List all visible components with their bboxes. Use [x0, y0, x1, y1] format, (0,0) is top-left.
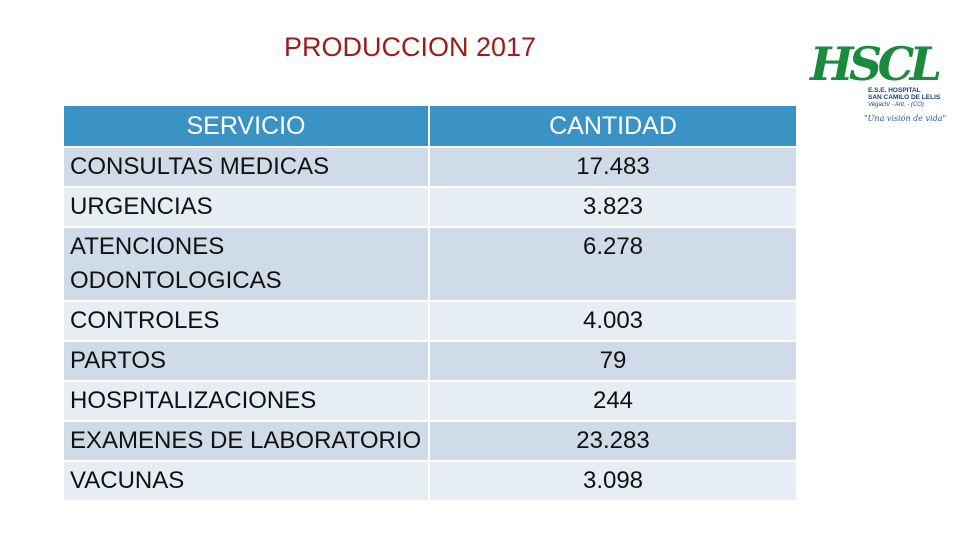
logo-mark: HSCL — [808, 37, 942, 91]
cell-cantidad: 6.278 — [429, 226, 796, 301]
cell-servicio: CONTROLES — [64, 300, 430, 341]
table-row: CONSULTAS MEDICAS 17.483 — [64, 146, 796, 187]
logo-line2: SAN CAMILO DE LELIS — [868, 94, 941, 101]
cell-cantidad: 79 — [429, 340, 796, 381]
table-row: VACUNAS 3.098 — [64, 460, 796, 500]
table-row: PARTOS 79 — [64, 340, 796, 381]
cell-servicio: VACUNAS — [64, 460, 430, 500]
table-row: URGENCIAS 3.823 — [64, 186, 796, 227]
cell-servicio: HOSPITALIZACIONES — [64, 380, 430, 421]
production-table: SERVICIO CANTIDAD CONSULTAS MEDICAS 17.4… — [64, 106, 796, 500]
header-servicio: SERVICIO — [64, 106, 430, 147]
logo-line3: Vegachí - Ant. - (CO) — [868, 102, 924, 108]
cell-cantidad: 4.003 — [429, 300, 796, 341]
page-title: PRODUCCION 2017 — [284, 32, 537, 62]
cell-cantidad: 23.283 — [429, 420, 796, 461]
cell-cantidad: 17.483 — [429, 146, 796, 187]
table-row: CONTROLES 4.003 — [64, 300, 796, 341]
cell-cantidad: 3.823 — [429, 186, 796, 227]
cell-servicio: EXAMENES DE LABORATORIO — [64, 420, 430, 461]
table-row: ATENCIONES ODONTOLOGICAS 6.278 — [64, 226, 796, 301]
logo-slogan: "Una visión de vida" — [864, 114, 946, 123]
cell-servicio: URGENCIAS — [64, 186, 430, 227]
cell-servicio: ATENCIONES ODONTOLOGICAS — [64, 226, 430, 301]
table-row: HOSPITALIZACIONES 244 — [64, 380, 796, 421]
cell-cantidad: 3.098 — [429, 460, 796, 500]
hospital-logo: HSCL E.S.E. HOSPITAL SAN CAMILO DE LELIS… — [806, 28, 948, 128]
table-header-row: SERVICIO CANTIDAD — [64, 106, 796, 147]
cell-servicio: CONSULTAS MEDICAS — [64, 146, 430, 187]
cell-servicio: PARTOS — [64, 340, 430, 381]
logo-line1: E.S.E. HOSPITAL — [868, 87, 921, 94]
header-cantidad: CANTIDAD — [429, 106, 796, 147]
table-row: EXAMENES DE LABORATORIO 23.283 — [64, 420, 796, 461]
cell-cantidad: 244 — [429, 380, 796, 421]
